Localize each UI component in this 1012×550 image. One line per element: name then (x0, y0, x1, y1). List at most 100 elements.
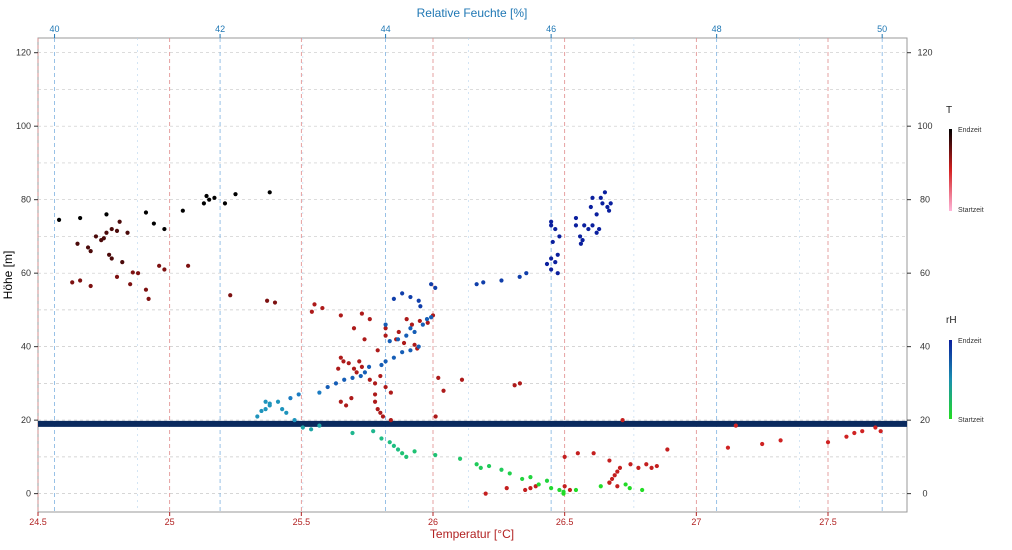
temperature-point (143, 210, 149, 215)
humidity-point (557, 487, 562, 493)
humidity-point (481, 280, 486, 285)
y-left-tick-label: 20 (21, 415, 31, 425)
x-bottom-tick-label: 27.5 (819, 517, 837, 527)
temperature-point (654, 463, 659, 469)
temperature-point (372, 381, 378, 386)
y-left-tick-label: 60 (21, 268, 31, 278)
legend-t-title: T (946, 105, 952, 116)
humidity-point (544, 261, 550, 267)
humidity-point (623, 482, 628, 487)
humidity-point (520, 476, 525, 482)
humidity-point (263, 399, 268, 404)
temperature-point (644, 462, 649, 467)
axes: 24.5 25 25.5 26 26.5 27 27.5 40 42 44 46 48 50 0 0 20 20… (16, 24, 933, 527)
humidity-point (544, 478, 550, 483)
temperature-point (338, 355, 343, 360)
temperature-point (367, 316, 372, 322)
humidity-point (395, 447, 401, 452)
temperature-point (396, 329, 401, 335)
humidity-point (586, 226, 591, 232)
temperature-point (378, 373, 383, 379)
humidity-point (602, 190, 608, 195)
temperature-point (104, 230, 109, 235)
temperature-point (359, 364, 364, 369)
humidity-point (640, 487, 645, 493)
humidity-point (309, 427, 314, 432)
y-right-tick-label: 60 (920, 268, 930, 278)
temperature-point (228, 293, 233, 298)
temperature-point (128, 282, 133, 287)
humidity-point (594, 230, 599, 235)
humidity-point (550, 239, 555, 245)
temperature-point (388, 390, 393, 395)
humidity-point (486, 463, 492, 469)
temperature-point (117, 219, 122, 224)
temperature-point (320, 305, 325, 311)
temperature-point (372, 392, 378, 397)
humidity-point (404, 333, 409, 338)
temperature-point (533, 484, 538, 489)
humidity-point (418, 304, 423, 309)
temperature-point (349, 395, 354, 401)
humidity-point (391, 355, 396, 360)
temperature-point (375, 407, 380, 412)
temperature-point (436, 375, 441, 380)
temperature-point (591, 451, 596, 456)
temperature-point (88, 249, 93, 254)
humidity-point (275, 399, 281, 404)
x-bottom-tick-label: 24.5 (29, 517, 47, 527)
temperature-point (733, 423, 738, 428)
humidity-point (379, 436, 384, 441)
humidity-point (408, 294, 413, 300)
legend-t-colorbar (949, 129, 952, 211)
temperature-point (607, 480, 612, 485)
humidity-point (555, 271, 560, 276)
temperature-point (425, 320, 430, 325)
humidity-point (429, 315, 434, 320)
humidity-point (412, 329, 417, 335)
temperature-point (404, 316, 409, 322)
temperature-point (309, 309, 314, 314)
humidity-point (317, 423, 322, 428)
temperature-point (104, 212, 109, 217)
humidity-point (350, 375, 355, 380)
temperature-point (609, 476, 615, 482)
temperature-point (523, 487, 528, 493)
grid-lines (37, 38, 907, 512)
temperature-point (85, 245, 91, 250)
temperature-point (180, 208, 185, 213)
temperature-point (567, 487, 573, 493)
temperature-point (204, 193, 209, 199)
y-right-tick-label: 0 (922, 489, 927, 499)
humidity-point (325, 384, 330, 390)
temperature-point (459, 377, 465, 382)
humidity-point (549, 219, 554, 224)
temperature-point (649, 465, 654, 471)
humidity-point (553, 260, 558, 265)
y-left-tick-label: 80 (21, 195, 31, 205)
humidity-point (528, 474, 533, 480)
temperature-point (615, 484, 620, 489)
legend-t-bottom-label: Startzeit (958, 207, 984, 214)
humidity-point (573, 487, 579, 493)
temperature-point (401, 340, 407, 346)
temperature-point (375, 348, 380, 353)
humidity-point (391, 443, 396, 448)
humidity-point (517, 274, 522, 279)
bottom-axis-title: Temperatur [°C] (430, 527, 514, 541)
humidity-point (387, 440, 392, 445)
temperature-point (844, 434, 849, 439)
temperature-point (367, 377, 372, 382)
temperature-point (725, 445, 731, 450)
humidity-point (284, 410, 289, 415)
y-left-tick-label: 0 (26, 489, 31, 499)
temperature-point (88, 283, 93, 289)
humidity-point (333, 381, 339, 386)
temperature-point (562, 454, 567, 459)
temperature-point (778, 438, 783, 443)
humidity-point (561, 491, 566, 496)
temperature-point (617, 465, 623, 471)
humidity-point (577, 234, 583, 239)
humidity-point (280, 407, 285, 412)
x-top-tick-label: 48 (712, 24, 722, 34)
